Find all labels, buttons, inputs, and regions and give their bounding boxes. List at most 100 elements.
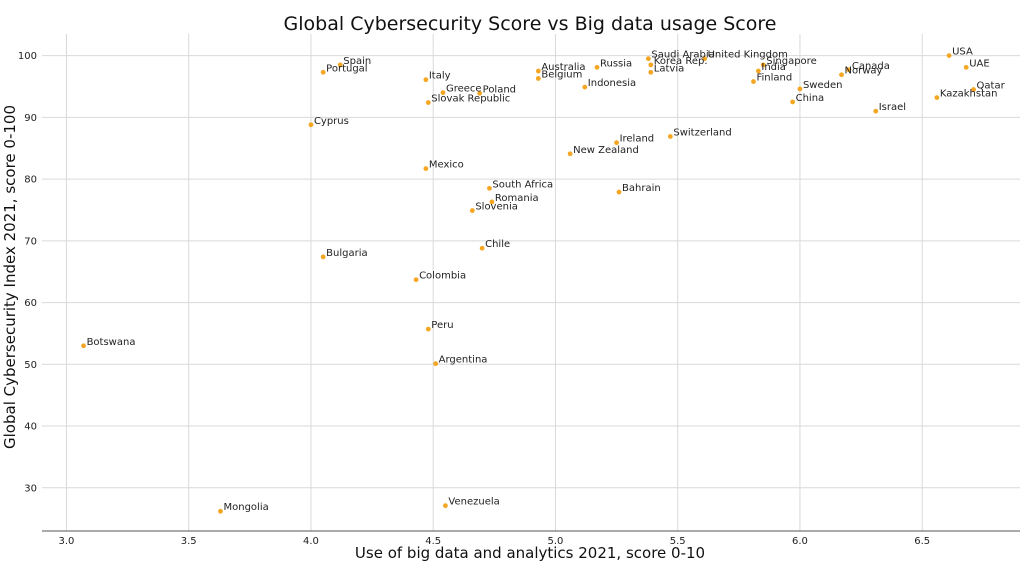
data-point-label: Latvia	[654, 63, 684, 74]
data-point	[760, 62, 766, 68]
y-tick-label: 100	[18, 51, 37, 62]
data-point	[433, 361, 439, 367]
data-point-label: Cyprus	[314, 116, 349, 127]
data-point-label: Poland	[483, 84, 516, 95]
data-point	[535, 76, 541, 81]
y-tick-label: 70	[24, 236, 37, 247]
data-point	[413, 277, 419, 283]
data-point-label: Italy	[429, 71, 451, 82]
data-point	[839, 72, 844, 78]
y-tick-label: 30	[24, 483, 37, 494]
grid-layer	[42, 34, 1020, 531]
data-point-label: Botswana	[87, 337, 136, 348]
data-point-label: Spain	[343, 56, 371, 67]
data-point	[487, 185, 492, 191]
data-point	[443, 503, 448, 509]
y-tick-label: 60	[24, 298, 37, 309]
x-tick-label: 4.0	[303, 536, 319, 547]
data-point	[702, 56, 707, 62]
data-point	[320, 69, 326, 75]
data-point	[963, 64, 969, 70]
data-point	[567, 151, 573, 157]
data-point-label: Greece	[446, 84, 482, 95]
x-tick-label: 5.5	[670, 536, 686, 547]
data-point-label: Korea Rep.	[654, 56, 708, 67]
data-point	[614, 140, 619, 146]
x-tick-label: 3.5	[181, 536, 197, 547]
data-point-label: Sweden	[803, 80, 843, 91]
data-point	[934, 95, 940, 100]
data-point	[425, 100, 431, 105]
point-labels-layer: USAUAEQatarKazakhstanIsraelCanadaNorwayS…	[87, 47, 1006, 514]
data-point	[645, 56, 651, 62]
data-point	[667, 134, 673, 139]
data-point	[751, 79, 756, 84]
data-point	[477, 90, 483, 96]
data-point	[337, 62, 343, 68]
data-point	[218, 508, 223, 514]
data-point-label: New Zealand	[573, 145, 639, 156]
data-point-label: Kazakhstan	[940, 89, 998, 100]
data-point	[423, 166, 429, 171]
data-point	[320, 254, 326, 260]
data-point-label: Bulgaria	[326, 248, 367, 259]
data-point-label: India	[761, 62, 786, 73]
data-point-label: UAE	[969, 58, 989, 69]
data-point	[535, 68, 541, 74]
axis-layer: 3.0 3.5 4.0 4.5 5.0 5.5 6.0 6.5 30 40 50 60 70 80 90 10…	[18, 51, 1020, 547]
data-point	[873, 108, 879, 114]
data-point-label: Mongolia	[223, 502, 268, 513]
data-point-label: China	[796, 93, 825, 104]
data-point-label: Slovak Republic	[431, 94, 510, 105]
data-point	[582, 84, 588, 90]
data-point-label: Bahrain	[622, 183, 661, 194]
x-tick-label: 4.5	[425, 536, 441, 547]
data-point	[479, 245, 485, 251]
data-point-label: Argentina	[439, 355, 488, 366]
y-tick-label: 50	[24, 360, 37, 371]
y-axis-label: Global Cybersecurity Index 2021, score 0…	[1, 105, 19, 449]
data-point	[616, 189, 622, 195]
data-point	[594, 64, 600, 70]
chart-title: Global Cybersecurity Score vs Big data u…	[284, 13, 777, 35]
data-point-label: Finland	[756, 73, 792, 84]
data-point-label: Mexico	[429, 160, 464, 171]
data-point-label: Qatar	[977, 81, 1006, 92]
data-point	[425, 326, 431, 332]
data-point	[81, 343, 86, 349]
data-point-label: Portugal	[326, 63, 367, 74]
data-point	[423, 77, 429, 83]
data-point	[469, 208, 475, 213]
data-point-label: Canada	[852, 61, 890, 72]
data-point-label: Colombia	[419, 271, 466, 282]
data-point-label: United Kingdom	[708, 50, 788, 61]
data-point	[797, 86, 803, 92]
data-point-label: Australia	[541, 62, 585, 73]
x-tick-label: 6.5	[914, 536, 930, 547]
data-point	[755, 68, 761, 74]
data-point-label: Saudi Arabia	[651, 50, 714, 61]
x-axis-label: Use of big data and analytics 2021, scor…	[355, 544, 705, 562]
data-point	[946, 53, 952, 59]
data-point	[308, 122, 314, 128]
data-point	[846, 67, 852, 73]
points-layer	[81, 53, 976, 514]
data-point-label: South Africa	[492, 179, 553, 190]
data-point-label: Singapore	[766, 56, 816, 67]
data-point-label: Venezuela	[448, 497, 499, 508]
data-point-label: Norway	[845, 66, 883, 77]
data-point-label: Belgium	[541, 69, 582, 80]
data-point-label: Israel	[879, 102, 906, 113]
x-tick-label: 3.0	[58, 536, 74, 547]
data-point	[648, 69, 654, 75]
data-point-label: Slovenia	[475, 202, 518, 213]
data-point-label: Switzerland	[673, 127, 731, 138]
data-point-label: Chile	[485, 239, 510, 250]
data-point-label: USA	[952, 47, 973, 58]
data-point	[971, 87, 976, 92]
y-tick-label: 90	[24, 113, 37, 124]
x-tick-label: 6.0	[792, 536, 808, 547]
data-point-label: Russia	[600, 58, 632, 69]
data-point	[648, 62, 654, 68]
